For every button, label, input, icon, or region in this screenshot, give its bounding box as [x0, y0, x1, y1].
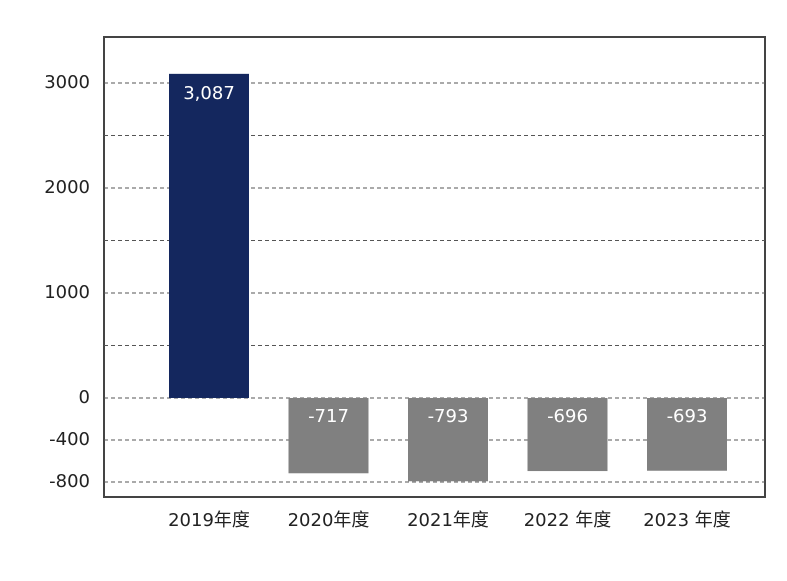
bar: [408, 397, 488, 482]
bar: [288, 397, 369, 474]
x-tick-label: 2019年度: [168, 510, 250, 531]
x-tick-label: 2021年度: [407, 510, 489, 531]
plot-frame: [103, 36, 766, 498]
y-tick-label: -400: [49, 429, 90, 450]
bar: [527, 397, 608, 472]
x-tick-label: 2020年度: [288, 510, 370, 531]
y-tick-label: 0: [79, 387, 90, 408]
bar: [647, 397, 727, 471]
y-tick-label: 3000: [44, 72, 90, 93]
value-label: -717: [308, 406, 349, 427]
y-tick-label: 1000: [44, 282, 90, 303]
x-tick-label: 2023 年度: [643, 510, 731, 531]
y-tick-label: -800: [49, 471, 90, 492]
value-label: -696: [547, 406, 588, 427]
bar: [169, 73, 249, 398]
y-tick-label: 2000: [44, 177, 90, 198]
value-label: -693: [667, 406, 708, 427]
value-label: -793: [428, 406, 469, 427]
x-tick-label: 2022 年度: [524, 510, 612, 531]
value-label: 3,087: [183, 83, 235, 104]
